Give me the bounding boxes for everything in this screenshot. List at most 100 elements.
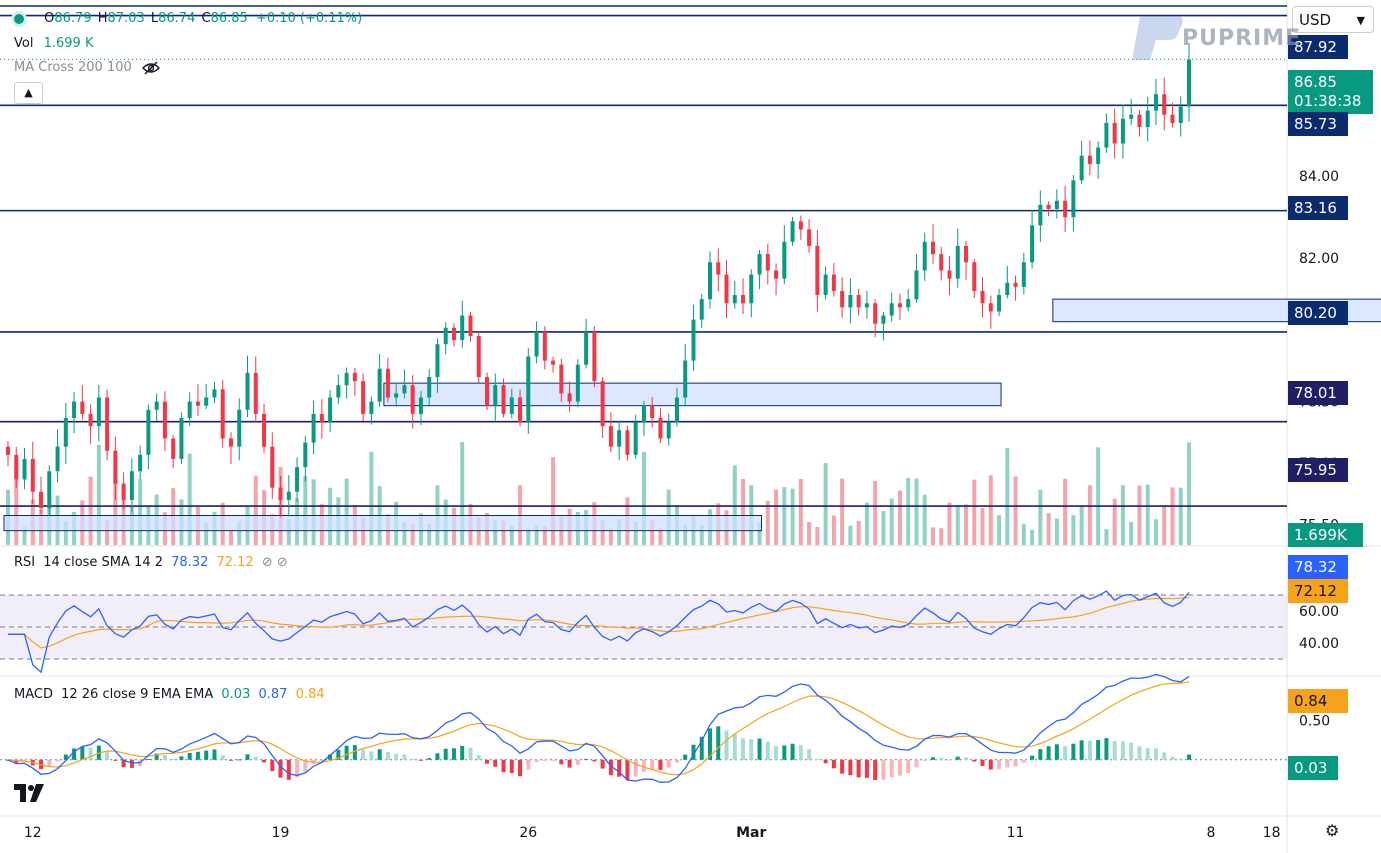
volume-legend: Vol 1.699 K — [14, 36, 93, 51]
candle — [451, 323, 456, 347]
candle — [1178, 96, 1183, 137]
macd-histogram-bar — [551, 759, 556, 761]
macd-histogram-bar — [666, 759, 671, 768]
candle-body — [237, 409, 242, 447]
candle — [187, 392, 192, 426]
rsi-sma-line — [8, 597, 1190, 649]
macd-histogram-bar — [435, 753, 440, 760]
candle — [889, 292, 894, 322]
volume-bar — [1153, 519, 1158, 545]
candle — [295, 457, 300, 502]
candle — [402, 369, 407, 399]
candle-body — [47, 471, 52, 509]
candle — [344, 367, 349, 399]
gear-icon[interactable]: ⚙ — [1325, 821, 1340, 840]
macd-histogram-bar — [493, 759, 498, 767]
candle-body — [617, 430, 622, 447]
candle — [864, 290, 869, 319]
macd-histogram-bar — [567, 759, 572, 768]
macd-histogram-bar — [815, 759, 820, 761]
candle-body — [1005, 282, 1010, 296]
candle — [319, 399, 324, 439]
volume-bar — [501, 520, 506, 545]
candle — [476, 331, 481, 383]
currency-select[interactable]: USD ▼ — [1292, 6, 1374, 33]
macd-histogram-bar — [352, 745, 357, 760]
candle-body — [96, 397, 101, 427]
candle — [873, 299, 878, 338]
candle — [542, 326, 547, 370]
macd-histogram-bar — [295, 759, 300, 778]
candle — [105, 389, 110, 461]
candle-body — [765, 254, 770, 271]
macd-histogram-bar — [741, 738, 746, 760]
candle — [468, 312, 473, 342]
macd-histogram-bar — [328, 754, 333, 760]
volume-bar — [63, 520, 68, 545]
volume-bar — [997, 515, 1002, 545]
series-dot-icon — [14, 13, 24, 24]
time-tick-label: 18 — [1263, 825, 1281, 841]
candle-body — [1129, 114, 1134, 119]
volume-bar — [683, 525, 688, 545]
rsi-line — [8, 590, 1190, 674]
candle-body — [930, 241, 935, 255]
candle-body — [278, 487, 283, 500]
macd-histogram-bar — [1162, 752, 1167, 760]
candle-body — [1046, 204, 1051, 209]
candle-body — [377, 368, 382, 402]
candle-body — [881, 315, 886, 324]
candle — [625, 425, 630, 461]
eye-off-icon[interactable] — [141, 61, 160, 75]
macd-histogram-bar — [476, 755, 481, 760]
candle-body — [807, 229, 812, 246]
volume-bar — [1170, 487, 1175, 545]
candle-body — [1021, 262, 1026, 287]
candle-body — [798, 221, 803, 230]
volume-bar — [138, 479, 143, 545]
macd-histogram-bar — [1096, 740, 1101, 760]
candle-body — [171, 438, 176, 459]
macd-histogram-bar — [509, 759, 514, 774]
candle — [1104, 113, 1109, 153]
candle-body — [328, 397, 333, 423]
candle — [47, 465, 52, 517]
candle-body — [972, 262, 977, 291]
candle — [352, 367, 357, 396]
candle-body — [666, 422, 671, 439]
candle-body — [518, 397, 523, 423]
macd-histogram-bar — [782, 745, 787, 760]
candle — [592, 325, 597, 388]
macd-histogram-bar — [171, 758, 176, 760]
candle — [1063, 185, 1068, 233]
candle — [1187, 43, 1191, 122]
macd-histogram-bar — [1005, 759, 1010, 768]
candle-body — [195, 401, 200, 406]
macd-histogram-bar — [683, 754, 688, 760]
macd-histogram-bar — [732, 733, 737, 760]
candle-body — [906, 299, 911, 308]
candle — [270, 432, 275, 500]
broker-logo-icon — [1132, 16, 1183, 60]
candle-body — [63, 417, 68, 447]
candle-body — [352, 372, 357, 382]
candle-body — [245, 372, 250, 410]
macd-histogram-bar — [939, 757, 944, 760]
candle — [1046, 201, 1051, 217]
macd-histogram-bar — [608, 759, 613, 776]
candle — [1120, 104, 1125, 159]
collapse-legend-button[interactable]: ▲ — [14, 82, 43, 104]
tradingview-logo[interactable] — [14, 783, 46, 807]
candle — [369, 396, 374, 425]
candle-body — [774, 270, 779, 279]
candle-body — [30, 458, 35, 492]
last-price-value: 86.85 — [1294, 73, 1337, 91]
macd-signal-value: 0.84 — [295, 687, 325, 702]
candle-body — [1096, 147, 1101, 164]
macd-histogram-bar — [518, 759, 523, 777]
macd-histogram-bar — [575, 759, 580, 765]
candle — [1030, 210, 1035, 269]
candle — [997, 288, 1002, 317]
rsi-tick-label: 60.00 — [1299, 604, 1339, 620]
